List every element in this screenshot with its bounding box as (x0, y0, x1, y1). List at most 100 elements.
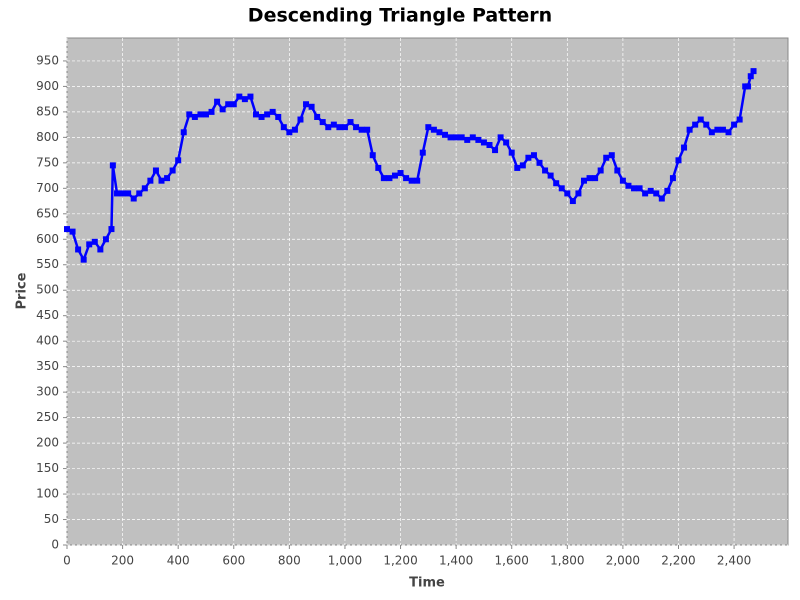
y-tick-label: 500 (36, 283, 59, 297)
x-tick-label: 1,200 (383, 554, 417, 568)
point-marker (719, 126, 726, 133)
point-marker (681, 144, 688, 151)
point-marker (525, 154, 532, 161)
point-marker (736, 116, 743, 123)
point-marker (64, 226, 70, 233)
y-tick-label: 600 (36, 232, 59, 246)
point-marker (119, 190, 126, 197)
point-marker (175, 157, 182, 164)
y-axis-label: Price (15, 272, 30, 309)
point-marker (319, 119, 326, 126)
point-marker (731, 121, 738, 128)
point-marker (647, 187, 654, 194)
point-marker (280, 124, 287, 131)
point-marker (336, 124, 343, 131)
y-tick-label: 250 (36, 410, 59, 424)
point-marker (436, 129, 443, 136)
x-tick-label: 200 (111, 554, 134, 568)
point-marker (703, 121, 710, 128)
point-marker (486, 142, 493, 149)
point-marker (136, 190, 143, 197)
x-tick-label: 1,800 (550, 554, 584, 568)
point-marker (253, 111, 260, 118)
point-marker (642, 190, 649, 197)
point-marker (325, 124, 332, 131)
point-marker (236, 93, 243, 100)
y-tick-label: 200 (36, 436, 59, 450)
point-marker (664, 187, 671, 194)
point-marker (91, 238, 98, 245)
y-tick-label: 650 (36, 206, 59, 220)
y-tick-label: 0 (51, 538, 59, 552)
x-tick-label: 2,400 (717, 554, 751, 568)
point-marker (603, 154, 610, 161)
point-marker (347, 119, 354, 126)
point-marker (442, 131, 449, 138)
point-marker (614, 167, 621, 174)
point-marker (419, 149, 426, 156)
point-marker (186, 111, 193, 118)
point-marker (225, 101, 232, 108)
point-marker (108, 226, 115, 233)
point-marker (597, 167, 604, 174)
point-marker (97, 246, 104, 253)
point-marker (341, 124, 348, 131)
point-marker (358, 126, 365, 133)
x-tick-label: 1,000 (328, 554, 362, 568)
point-marker (669, 175, 676, 182)
point-marker (447, 134, 454, 141)
x-tick-label: 600 (222, 554, 245, 568)
point-marker (397, 170, 404, 177)
point-marker (386, 175, 393, 182)
point-marker (530, 152, 537, 159)
y-tick-label: 750 (36, 155, 59, 169)
y-tick-label: 700 (36, 181, 59, 195)
point-marker (369, 152, 376, 159)
point-marker (619, 177, 626, 184)
point-marker (147, 177, 154, 184)
point-marker (75, 246, 82, 253)
point-marker (114, 190, 121, 197)
point-marker (636, 185, 643, 192)
point-marker (403, 175, 410, 182)
point-marker (364, 126, 371, 133)
point-marker (247, 93, 254, 100)
point-marker (508, 149, 515, 156)
y-tick-label: 400 (36, 334, 59, 348)
point-marker (152, 167, 159, 174)
point-marker (514, 164, 521, 171)
point-marker (569, 198, 576, 205)
y-tick-label: 550 (36, 257, 59, 271)
point-marker (592, 175, 599, 182)
point-marker (625, 182, 632, 189)
point-marker (130, 195, 137, 202)
point-marker (497, 134, 504, 141)
point-marker (553, 180, 560, 187)
point-marker (202, 111, 209, 118)
point-marker (125, 190, 132, 197)
point-marker (542, 167, 549, 174)
point-marker (744, 83, 751, 90)
point-marker (408, 177, 415, 184)
point-marker (391, 172, 398, 179)
point-marker (141, 185, 148, 192)
point-marker (492, 147, 499, 154)
point-marker (453, 134, 460, 141)
point-marker (86, 241, 93, 248)
point-marker (258, 113, 265, 120)
point-marker (80, 256, 87, 263)
chart-title: Descending Triangle Pattern (248, 5, 552, 27)
point-marker (631, 185, 638, 192)
point-marker (608, 152, 615, 159)
point-marker (264, 111, 271, 118)
point-marker (750, 68, 757, 75)
point-marker (564, 190, 571, 197)
x-axis-label: Time (409, 576, 445, 591)
point-marker (464, 136, 471, 143)
point-marker (297, 116, 304, 123)
point-marker (653, 190, 660, 197)
point-marker (214, 98, 221, 105)
point-marker (747, 73, 754, 80)
y-tick-label: 350 (36, 359, 59, 373)
